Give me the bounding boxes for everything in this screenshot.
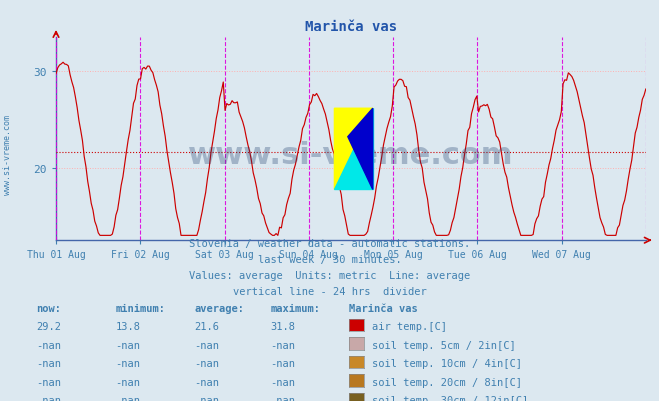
Text: www.si-vreme.com: www.si-vreme.com xyxy=(188,141,513,170)
Text: -nan: -nan xyxy=(115,358,140,368)
Text: -nan: -nan xyxy=(36,358,61,368)
Text: 31.8: 31.8 xyxy=(270,321,295,331)
Text: -nan: -nan xyxy=(194,358,219,368)
Text: -nan: -nan xyxy=(115,377,140,387)
Text: minimum:: minimum: xyxy=(115,303,165,313)
Text: air temp.[C]: air temp.[C] xyxy=(372,321,447,331)
Polygon shape xyxy=(334,109,373,190)
Text: 21.6: 21.6 xyxy=(194,321,219,331)
Text: -nan: -nan xyxy=(115,395,140,401)
Text: maximum:: maximum: xyxy=(270,303,320,313)
Text: Slovenia / weather data - automatic stations.: Slovenia / weather data - automatic stat… xyxy=(189,239,470,249)
Polygon shape xyxy=(334,109,373,190)
Text: soil temp. 30cm / 12in[C]: soil temp. 30cm / 12in[C] xyxy=(372,395,528,401)
Text: www.si-vreme.com: www.si-vreme.com xyxy=(3,114,13,194)
Polygon shape xyxy=(348,109,373,190)
Text: -nan: -nan xyxy=(194,395,219,401)
Text: -nan: -nan xyxy=(270,377,295,387)
Text: -nan: -nan xyxy=(270,358,295,368)
Text: vertical line - 24 hrs  divider: vertical line - 24 hrs divider xyxy=(233,287,426,297)
Text: -nan: -nan xyxy=(194,340,219,350)
Text: -nan: -nan xyxy=(36,377,61,387)
Text: last week / 30 minutes.: last week / 30 minutes. xyxy=(258,255,401,265)
Text: -nan: -nan xyxy=(270,395,295,401)
Text: soil temp. 5cm / 2in[C]: soil temp. 5cm / 2in[C] xyxy=(372,340,515,350)
Text: average:: average: xyxy=(194,303,244,313)
Text: 29.2: 29.2 xyxy=(36,321,61,331)
Text: soil temp. 20cm / 8in[C]: soil temp. 20cm / 8in[C] xyxy=(372,377,522,387)
Text: now:: now: xyxy=(36,303,61,313)
Title: Marinča vas: Marinča vas xyxy=(305,20,397,34)
Text: Marinča vas: Marinča vas xyxy=(349,303,418,313)
Text: soil temp. 10cm / 4in[C]: soil temp. 10cm / 4in[C] xyxy=(372,358,522,368)
Text: Values: average  Units: metric  Line: average: Values: average Units: metric Line: aver… xyxy=(189,271,470,281)
Text: -nan: -nan xyxy=(270,340,295,350)
Text: -nan: -nan xyxy=(115,340,140,350)
Text: -nan: -nan xyxy=(36,395,61,401)
Text: -nan: -nan xyxy=(36,340,61,350)
Text: -nan: -nan xyxy=(194,377,219,387)
Text: 13.8: 13.8 xyxy=(115,321,140,331)
